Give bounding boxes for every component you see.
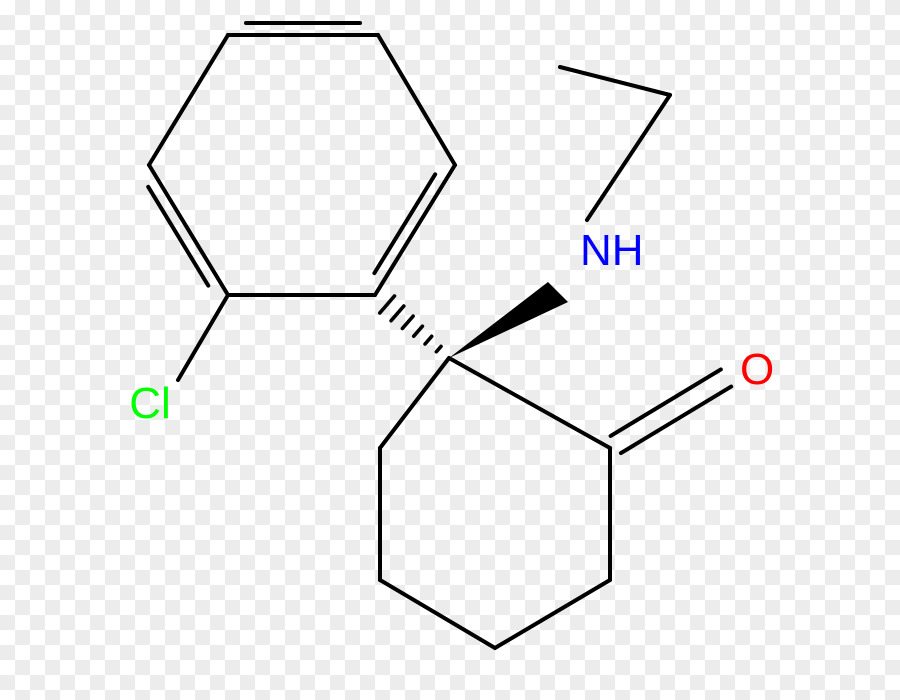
oxygen-label: O (740, 345, 774, 394)
amine-label: NH (580, 226, 644, 275)
stereo-wedge (449, 282, 568, 358)
chlorine-label: Cl (129, 379, 171, 428)
molecule-svg: Cl O NH (0, 0, 900, 700)
